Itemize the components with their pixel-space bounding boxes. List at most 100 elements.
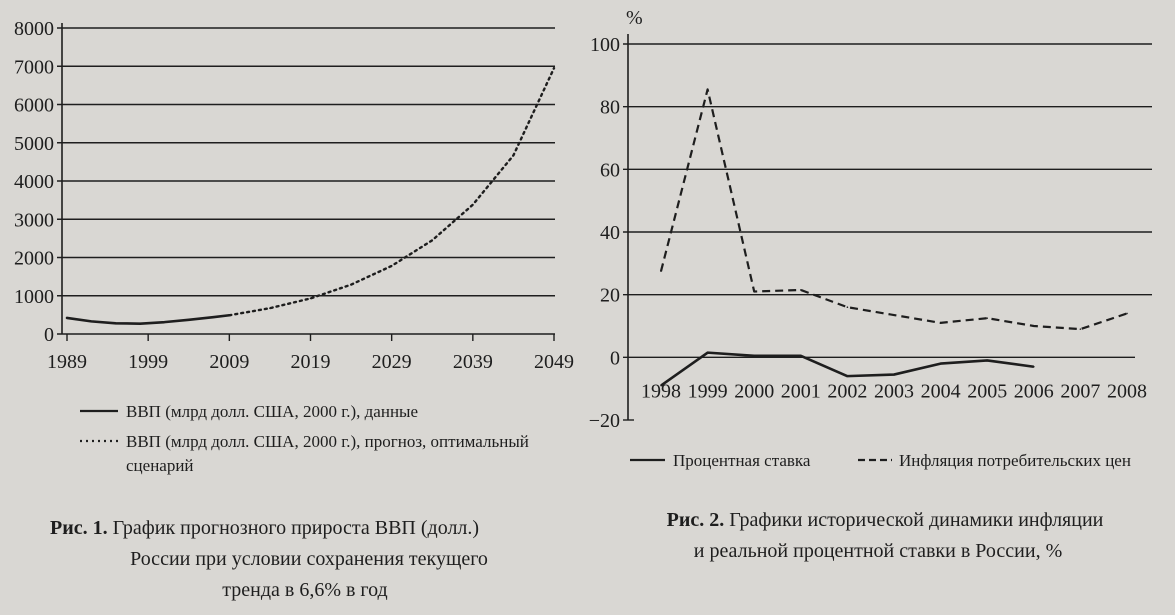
gdp-chart-x-ticks: 1989 1999 2009 2019 2029 2039 2049 [47, 334, 574, 373]
y-tick-label: 60 [600, 159, 620, 181]
gdp-forecast-point [553, 67, 555, 69]
gdp-data-point [90, 320, 93, 323]
x-tick-label: 1999 [128, 351, 168, 373]
y-tick-label: 5000 [14, 133, 54, 155]
y-tick-label: 1000 [14, 286, 54, 308]
interest-rate-point [753, 354, 755, 357]
legend-gdp-forecast-cont: сценарий [126, 456, 194, 475]
x-tick-label: 2019 [291, 351, 331, 373]
gdp-data-point [114, 322, 117, 325]
caption-2-bold: Рис. 2. [667, 509, 725, 531]
interest-rate-point [800, 354, 802, 357]
y-tick-label: −20 [589, 410, 620, 432]
inflation-chart: % 100 80 60 40 20 0 −20 1998 1999 2000 2001 2002 20… [589, 7, 1152, 562]
x-tick-label: 2003 [874, 380, 914, 402]
y-tick-label: 0 [610, 347, 620, 369]
legend-gdp-forecast: ВВП (млрд долл. США, 2000 г.), прогноз, … [126, 432, 529, 451]
y-tick-label: 40 [600, 222, 620, 244]
y-tick-label: 0 [44, 324, 54, 346]
inflation-point [753, 290, 755, 293]
y-tick-label: 2000 [14, 248, 54, 270]
gdp-forecast-point [472, 203, 474, 206]
gdp-chart-grid [57, 23, 555, 335]
inflation-point [1079, 328, 1082, 330]
x-tick-label: 2006 [1014, 380, 1054, 402]
y-tick-label: 6000 [14, 95, 54, 117]
gdp-data-point [139, 322, 141, 325]
gdp-chart-caption: Рис. 1. График прогнозного прироста ВВП … [50, 517, 488, 601]
inflation-chart-y-ticks: 100 80 60 40 20 0 −20 [589, 34, 620, 432]
x-tick-label: 2009 [209, 351, 249, 373]
x-tick-label: 2007 [1060, 380, 1100, 402]
caption-2-line-1: Рис. 2. Графики исторической динамики ин… [667, 509, 1104, 531]
x-tick-label: 1989 [47, 351, 87, 373]
gdp-forecast-point [269, 307, 271, 309]
interest-rate-point [660, 384, 662, 387]
inflation-chart-y-unit: % [626, 7, 643, 29]
inflation-point [986, 317, 988, 319]
gdp-forecast-point [309, 297, 312, 300]
caption-1-line-3: тренда в 6,6% в год [222, 579, 387, 601]
legend-interest-rate: Процентная ставка [673, 451, 811, 470]
gdp-forecast-point [512, 154, 515, 157]
inflation-point [800, 289, 802, 291]
gdp-forecast-point [228, 314, 231, 317]
gdp-data-point [212, 316, 214, 318]
gdp-chart-legend: ВВП (млрд долл. США, 2000 г.), данные ВВ… [80, 402, 529, 475]
inflation-point [846, 306, 849, 309]
legend-gdp-data: ВВП (млрд долл. США, 2000 г.), данные [126, 402, 418, 421]
legend-inflation: Инфляция потребительских цен [899, 451, 1131, 470]
y-tick-label: 7000 [14, 56, 54, 78]
inflation-line [659, 88, 1128, 331]
y-tick-label: 8000 [14, 18, 54, 40]
x-tick-label: 2005 [967, 380, 1007, 402]
x-tick-label: 2004 [921, 380, 961, 402]
inflation-point [1033, 325, 1035, 327]
x-tick-label: 1998 [641, 380, 681, 402]
caption-2-line-2: и реальной процентной ставки в России, % [694, 540, 1063, 562]
inflation-point [1126, 312, 1128, 315]
caption-2-text-1: Графики исторической динамики инфляции [729, 509, 1103, 531]
inflation-point [893, 314, 895, 316]
gdp-data-line [65, 313, 231, 325]
gdp-chart-series [65, 66, 556, 325]
gdp-data-point [163, 321, 166, 323]
interest-rate-point [1033, 365, 1035, 368]
inflation-chart-caption: Рис. 2. Графики исторической динамики ин… [667, 509, 1104, 562]
inflation-chart-legend: Процентная ставка Инфляция потребительск… [630, 451, 1131, 470]
x-tick-label: 2002 [827, 380, 867, 402]
interest-rate-point [939, 362, 942, 365]
interest-rate-point [706, 351, 709, 354]
x-tick-label: 2001 [781, 380, 821, 402]
y-tick-label: 3000 [14, 209, 54, 231]
gdp-data-point [66, 317, 68, 319]
interest-rate-point [986, 359, 988, 362]
caption-1-text-1: График прогнозного прироста ВВП (долл.) [113, 517, 479, 539]
inflation-chart-grid [623, 34, 1152, 421]
interest-rate-point [893, 373, 895, 376]
gdp-chart-y-ticks: 8000 7000 6000 5000 4000 3000 2000 1000 0 [14, 18, 54, 346]
y-tick-label: 20 [600, 285, 620, 307]
x-tick-label: 2000 [734, 380, 774, 402]
x-tick-label: 2029 [372, 351, 412, 373]
x-tick-label: 2049 [534, 351, 574, 373]
inflation-point [660, 270, 662, 272]
gdp-forecast-line [228, 66, 556, 317]
inflation-chart-x-ticks: 1998 1999 2000 2001 2002 2003 2004 2005 2006 2007… [641, 380, 1147, 402]
x-tick-label: 1999 [688, 380, 728, 402]
caption-1-line-2: России при условии сохранения текущего [130, 548, 488, 570]
x-tick-label: 2039 [453, 351, 493, 373]
y-tick-label: 4000 [14, 171, 54, 193]
inflation-point [706, 88, 709, 91]
gdp-forecast-point [431, 239, 434, 242]
gdp-forecast-point [350, 283, 352, 286]
caption-1-bold: Рис. 1. [50, 517, 108, 539]
inflation-point [939, 322, 942, 324]
gdp-data-point [187, 319, 190, 321]
y-tick-label: 80 [600, 97, 620, 119]
y-tick-label: 100 [590, 34, 620, 56]
caption-1-line-1: Рис. 1. График прогнозного прироста ВВП … [50, 517, 479, 539]
